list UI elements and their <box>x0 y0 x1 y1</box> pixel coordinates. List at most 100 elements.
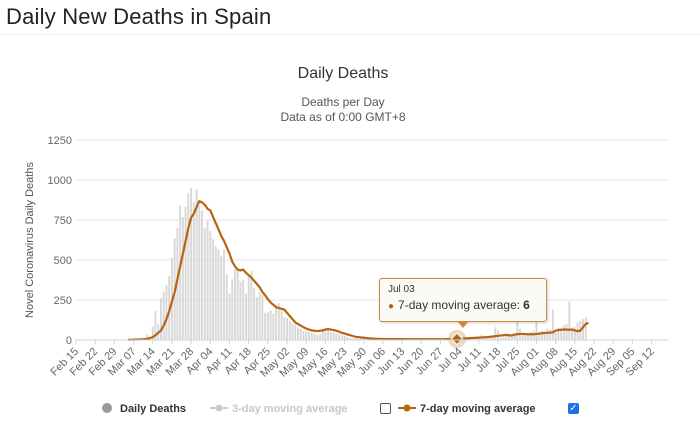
daily-deaths-bar[interactable] <box>195 189 198 340</box>
daily-deaths-bar[interactable] <box>214 246 217 340</box>
daily-deaths-bar[interactable] <box>477 337 480 340</box>
daily-deaths-bar[interactable] <box>357 338 360 340</box>
daily-deaths-bar[interactable] <box>266 312 269 340</box>
daily-deaths-bar[interactable] <box>192 202 195 340</box>
daily-deaths-bar[interactable] <box>338 334 341 340</box>
daily-deaths-bar[interactable] <box>573 327 576 340</box>
daily-deaths-bar[interactable] <box>255 297 258 340</box>
daily-deaths-bar[interactable] <box>275 304 278 340</box>
daily-deaths-bar[interactable] <box>505 336 508 340</box>
daily-deaths-bar[interactable] <box>557 328 560 340</box>
daily-deaths-bar[interactable] <box>313 333 316 340</box>
daily-deaths-bar[interactable] <box>516 311 519 340</box>
daily-deaths-bar[interactable] <box>316 335 319 340</box>
daily-deaths-bar[interactable] <box>488 336 491 340</box>
daily-deaths-bar[interactable] <box>324 328 327 340</box>
daily-deaths-bar[interactable] <box>228 293 231 340</box>
daily-deaths-bar[interactable] <box>231 279 234 340</box>
daily-deaths-bar[interactable] <box>272 313 275 340</box>
daily-deaths-bar[interactable] <box>299 328 302 340</box>
daily-deaths-bar[interactable] <box>527 334 530 340</box>
daily-deaths-bar[interactable] <box>568 301 571 340</box>
daily-deaths-bar[interactable] <box>499 338 502 340</box>
daily-deaths-bar[interactable] <box>184 206 187 340</box>
daily-deaths-bar[interactable] <box>247 274 250 340</box>
daily-deaths-bar[interactable] <box>332 332 335 340</box>
daily-deaths-bar[interactable] <box>162 291 165 340</box>
daily-deaths-bar[interactable] <box>187 193 190 340</box>
daily-deaths-bar[interactable] <box>530 332 532 340</box>
daily-deaths-bar[interactable] <box>179 205 182 340</box>
daily-deaths-bar[interactable] <box>335 333 338 340</box>
daily-deaths-bar[interactable] <box>327 330 330 340</box>
legend-daily-deaths[interactable]: Daily Deaths <box>120 403 186 415</box>
daily-deaths-bar[interactable] <box>165 284 168 340</box>
daily-deaths-bar[interactable] <box>308 332 310 340</box>
daily-deaths-bar[interactable] <box>535 319 538 340</box>
daily-deaths-bar[interactable] <box>310 332 313 340</box>
daily-deaths-bar[interactable] <box>151 326 154 340</box>
daily-deaths-bar[interactable] <box>582 319 584 340</box>
daily-deaths-bar[interactable] <box>198 205 201 340</box>
daily-deaths-bar[interactable] <box>223 249 225 340</box>
daily-deaths-bar[interactable] <box>242 279 245 340</box>
daily-deaths-bar[interactable] <box>258 292 261 340</box>
daily-deaths-bar[interactable] <box>250 270 253 340</box>
daily-deaths-bar[interactable] <box>502 337 505 340</box>
daily-deaths-bar[interactable] <box>261 295 264 340</box>
daily-deaths-bar[interactable] <box>234 269 236 340</box>
daily-deaths-bar[interactable] <box>565 324 568 340</box>
daily-deaths-bar[interactable] <box>288 320 291 340</box>
daily-deaths-bar[interactable] <box>294 324 297 340</box>
daily-deaths-bar[interactable] <box>239 281 242 340</box>
daily-deaths-bar[interactable] <box>491 336 494 340</box>
daily-deaths-bar[interactable] <box>508 335 510 340</box>
daily-deaths-bar[interactable] <box>236 270 239 340</box>
daily-deaths-bar[interactable] <box>146 334 149 340</box>
daily-deaths-bar[interactable] <box>201 210 204 340</box>
daily-deaths-bar[interactable] <box>551 309 554 340</box>
daily-deaths-bar[interactable] <box>486 337 489 340</box>
daily-deaths-bar[interactable] <box>190 188 193 340</box>
7day-average-checkbox[interactable]: ✓ <box>568 403 579 414</box>
daily-deaths-bar[interactable] <box>483 338 486 340</box>
daily-deaths-bar[interactable] <box>203 228 206 340</box>
moving-average-line-group[interactable] <box>128 200 589 348</box>
daily-deaths-bar[interactable] <box>475 338 478 340</box>
daily-deaths-bar[interactable] <box>302 330 305 340</box>
daily-deaths-bar[interactable] <box>280 310 283 340</box>
daily-deaths-bar[interactable] <box>346 336 349 340</box>
seven-day-moving-average-line[interactable] <box>128 200 589 341</box>
daily-deaths-bar[interactable] <box>513 334 516 340</box>
daily-deaths-bar[interactable] <box>291 323 294 340</box>
daily-deaths-bar[interactable] <box>340 335 343 340</box>
daily-deaths-bar[interactable] <box>297 327 299 340</box>
daily-deaths-bar[interactable] <box>269 310 272 340</box>
daily-deaths-bars[interactable] <box>127 188 587 340</box>
daily-deaths-bar[interactable] <box>305 331 308 340</box>
daily-deaths-bar[interactable] <box>212 239 214 340</box>
daily-deaths-bar[interactable] <box>154 310 157 340</box>
daily-deaths-bar[interactable] <box>360 338 362 340</box>
daily-deaths-bar[interactable] <box>181 216 184 340</box>
daily-deaths-bar[interactable] <box>584 317 587 340</box>
legend-3day-moving-average[interactable]: 3-day moving average <box>232 403 348 415</box>
daily-deaths-bar[interactable] <box>329 332 332 340</box>
daily-deaths-bar[interactable] <box>286 317 288 340</box>
daily-deaths-bar[interactable] <box>244 293 247 340</box>
daily-deaths-bar[interactable] <box>220 256 223 340</box>
daily-deaths-bar[interactable] <box>253 288 256 340</box>
daily-deaths-bar[interactable] <box>318 334 321 340</box>
daily-deaths-bar[interactable] <box>225 274 228 340</box>
daily-deaths-bar[interactable] <box>349 337 352 340</box>
daily-deaths-bar[interactable] <box>546 328 549 340</box>
3day-average-checkbox[interactable] <box>380 403 391 414</box>
daily-deaths-bar[interactable] <box>549 329 552 340</box>
daily-deaths-bar[interactable] <box>209 231 212 340</box>
daily-deaths-bar[interactable] <box>521 333 524 340</box>
daily-deaths-bar[interactable] <box>560 330 563 340</box>
daily-deaths-bar[interactable] <box>160 298 162 340</box>
daily-deaths-bar[interactable] <box>351 338 354 340</box>
daily-deaths-bar[interactable] <box>217 249 220 340</box>
daily-deaths-bar[interactable] <box>543 331 546 340</box>
